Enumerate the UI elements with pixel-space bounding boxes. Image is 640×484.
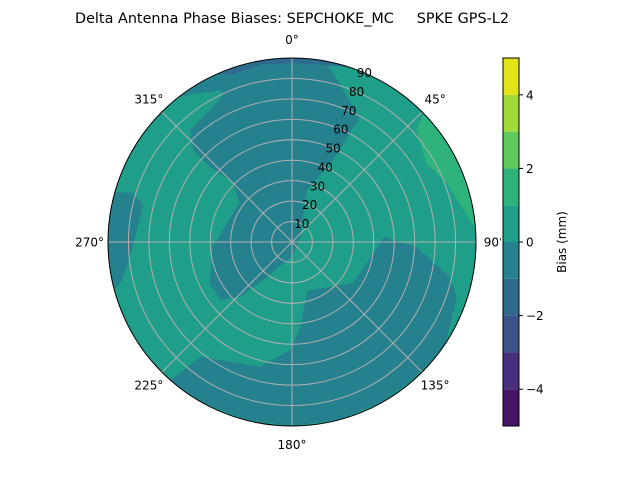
angular-tick-label: 45° [424, 92, 445, 106]
angular-gridline [161, 111, 293, 243]
angular-tick-label: 90° [484, 236, 505, 250]
colorbar: −4 −2 0 2 4 [501, 56, 577, 428]
radial-tick-label: 40 [318, 160, 333, 174]
contour-region-4 [416, 113, 476, 230]
radial-tick-label: 10 [294, 217, 309, 231]
colorbar-tick-label: −4 [526, 383, 544, 397]
radial-tick-label: 80 [349, 85, 364, 99]
colorbar-label: Bias (mm) [555, 211, 569, 273]
angular-tick-labels: 0° 45° 90° 135° 180° 225° 270° 315° [75, 33, 505, 452]
colorbar-tick-label: 4 [526, 88, 534, 102]
radial-tick-label: 90 [357, 66, 372, 80]
colorbar-segment [503, 168, 519, 206]
colorbar-segment [503, 205, 519, 242]
colorbar-segment [503, 58, 519, 95]
colorbar-segment [503, 278, 519, 316]
polar-frame [107, 57, 477, 427]
colorbar-tick-label: −2 [526, 309, 544, 323]
angular-gridline [291, 241, 423, 373]
angular-gridline [291, 111, 423, 243]
radial-tick-label: 70 [341, 104, 356, 118]
radial-tick-label: 20 [302, 198, 317, 212]
angular-tick-label: 180° [278, 438, 307, 452]
contour-region-3 [217, 58, 349, 75]
colorbar-segment [503, 352, 519, 390]
polar-plot-area [107, 57, 477, 427]
radial-tick-labels: 10 20 30 40 50 60 70 80 90 [294, 66, 372, 231]
angular-tick-label: 225° [134, 379, 163, 393]
colorbar-segment [503, 242, 519, 279]
colorbar-tick-label: 0 [526, 236, 534, 250]
colorbar-tick-label: 2 [526, 162, 534, 176]
contour-region-2 [108, 191, 144, 290]
angular-tick-label: 135° [421, 379, 450, 393]
colorbar-segment [503, 315, 519, 353]
chart-title: Delta Antenna Phase Biases: SEPCHOKE_MC … [75, 11, 509, 27]
colorbar-segment [503, 131, 519, 169]
angular-tick-label: 315° [134, 92, 163, 106]
radial-tick-label: 30 [310, 179, 325, 193]
angular-tick-label: 0° [285, 33, 299, 47]
radial-tick-label: 60 [333, 123, 348, 137]
angular-tick-label: 270° [75, 236, 104, 250]
contour-region-0 [177, 58, 360, 300]
colorbar-segment [503, 389, 519, 426]
colorbar-segment [503, 94, 519, 132]
angular-gridline [161, 241, 293, 373]
radial-tick-label: 50 [325, 142, 340, 156]
